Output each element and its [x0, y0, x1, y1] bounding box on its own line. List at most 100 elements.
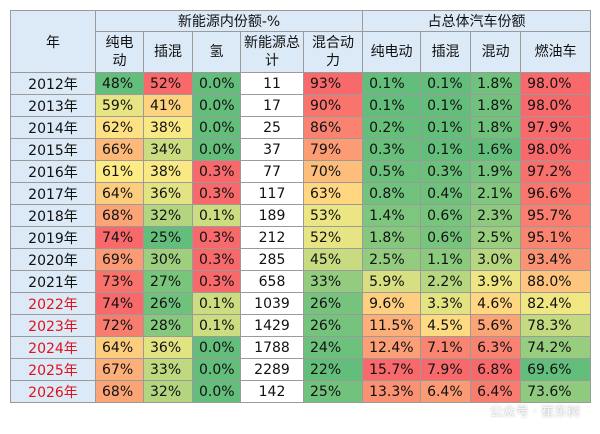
share-cell: 0.1% [192, 314, 241, 337]
total-cell: 189 [240, 204, 304, 227]
share-cell: 0.0% [192, 336, 241, 359]
share-cell: 6.4% [420, 380, 472, 403]
share-cell: 78.3% [520, 314, 592, 337]
share-cell: 15.7% [362, 358, 422, 381]
group-header: 占总体汽车份额 [362, 10, 592, 32]
total-cell: 37 [240, 138, 304, 161]
share-cell: 26% [143, 292, 193, 315]
share-cell: 41% [143, 94, 193, 117]
column-header: 插混 [420, 31, 472, 73]
table-row: 2025年 67% 33% 0.0% 2289 22% 15.7% 7.9% 6.8% 69.6% [10, 358, 592, 381]
share-cell: 11.5% [362, 314, 422, 337]
total-cell: 1788 [240, 336, 304, 359]
watermark: 公众号 · 崔东树 [489, 405, 580, 420]
year-cell: 2012年 [10, 72, 96, 95]
share-cell: 1.4% [362, 204, 422, 227]
share-cell: 2.3% [470, 204, 522, 227]
share-cell: 59% [95, 94, 144, 117]
column-header: 纯电动 [362, 31, 422, 73]
column-header: 氢 [192, 31, 241, 73]
share-cell: 0.1% [362, 72, 422, 95]
share-cell: 90% [302, 94, 364, 117]
table-row: 2024年 64% 36% 0.0% 1788 24% 12.4% 7.1% 6.3% 74.2% [10, 336, 592, 359]
table-row: 2016年 61% 38% 0.3% 77 70% 0.5% 0.3% 1.9% 97.2% [10, 160, 592, 183]
share-cell: 86% [302, 116, 364, 139]
share-cell: 0.3% [192, 160, 241, 183]
share-cell: 38% [143, 160, 193, 183]
share-cell: 25% [143, 226, 193, 249]
share-cell: 95.1% [520, 226, 592, 249]
share-cell: 74.2% [520, 336, 592, 359]
share-cell: 0.1% [192, 204, 241, 227]
share-cell: 79% [302, 138, 364, 161]
share-cell: 3.3% [420, 292, 472, 315]
share-cell: 34% [143, 138, 193, 161]
year-cell: 2018年 [10, 204, 96, 227]
share-cell: 0.3% [192, 270, 241, 293]
table-row: 2013年 59% 41% 0.0% 17 90% 0.1% 0.1% 1.8% 98.0% [10, 94, 592, 117]
share-cell: 3.0% [470, 248, 522, 271]
total-cell: 658 [240, 270, 304, 293]
share-cell: 26% [302, 292, 364, 315]
column-header: 纯电动 [95, 31, 144, 73]
total-cell: 212 [240, 226, 304, 249]
year-cell: 2026年 [10, 380, 96, 403]
share-cell: 66% [95, 138, 144, 161]
share-cell: 4.5% [420, 314, 472, 337]
share-cell: 1.1% [420, 248, 472, 271]
share-cell: 70% [302, 160, 364, 183]
share-cell: 0.6% [420, 226, 472, 249]
share-cell: 64% [95, 182, 144, 205]
total-cell: 17 [240, 94, 304, 117]
share-cell: 1.8% [362, 226, 422, 249]
share-cell: 28% [143, 314, 193, 337]
share-cell: 32% [143, 204, 193, 227]
share-cell: 0.1% [420, 116, 472, 139]
year-cell: 2021年 [10, 270, 96, 293]
share-cell: 69.6% [520, 358, 592, 381]
year-cell: 2014年 [10, 116, 96, 139]
share-cell: 4.6% [470, 292, 522, 315]
group-header: 新能源内份额-% [94, 10, 364, 32]
share-cell: 26% [302, 314, 364, 337]
year-cell: 2019年 [10, 226, 96, 249]
share-cell: 52% [302, 226, 364, 249]
share-cell: 1.9% [470, 160, 522, 183]
share-cell: 0.5% [362, 160, 422, 183]
share-cell: 82.4% [520, 292, 592, 315]
table-row: 2018年 68% 32% 0.1% 189 53% 1.4% 0.6% 2.3% 95.7% [10, 204, 592, 227]
share-cell: 1.6% [470, 138, 522, 161]
share-cell: 38% [143, 116, 193, 139]
share-cell: 95.7% [520, 204, 592, 227]
share-cell: 0.1% [420, 72, 472, 95]
share-cell: 5.6% [470, 314, 522, 337]
share-cell: 0.1% [362, 94, 422, 117]
table-row: 2017年 64% 36% 0.3% 117 63% 0.8% 0.4% 2.1% 96.6% [10, 182, 592, 205]
total-cell: 1039 [240, 292, 304, 315]
share-cell: 36% [143, 336, 193, 359]
share-cell: 0.0% [192, 358, 241, 381]
share-cell: 36% [143, 182, 193, 205]
share-cell: 0.0% [192, 72, 241, 95]
share-cell: 6.8% [470, 358, 522, 381]
share-cell: 98.0% [520, 94, 592, 117]
year-cell: 2017年 [10, 182, 96, 205]
table-row: 2021年 73% 27% 0.3% 658 33% 5.9% 2.2% 3.9% 88.0% [10, 270, 592, 293]
share-cell: 33% [302, 270, 364, 293]
share-cell: 0.1% [420, 94, 472, 117]
share-cell: 73.6% [520, 380, 592, 403]
share-cell: 98.0% [520, 138, 592, 161]
share-cell: 9.6% [362, 292, 422, 315]
share-cell: 53% [302, 204, 364, 227]
year-cell: 2015年 [10, 138, 96, 161]
column-header: 新能源总计 [240, 31, 304, 73]
year-cell: 2022年 [10, 292, 96, 315]
year-cell: 2025年 [10, 358, 96, 381]
table-row: 2026年 68% 32% 0.0% 142 25% 13.3% 6.4% 6.4% 73.6% [10, 380, 592, 403]
table-row: 2020年 69% 30% 0.3% 285 45% 2.5% 1.1% 3.0% 93.4% [10, 248, 592, 271]
share-cell: 6.4% [470, 380, 522, 403]
share-cell: 5.9% [362, 270, 422, 293]
share-cell: 68% [95, 380, 144, 403]
year-cell: 2023年 [10, 314, 96, 337]
share-cell: 93.4% [520, 248, 592, 271]
